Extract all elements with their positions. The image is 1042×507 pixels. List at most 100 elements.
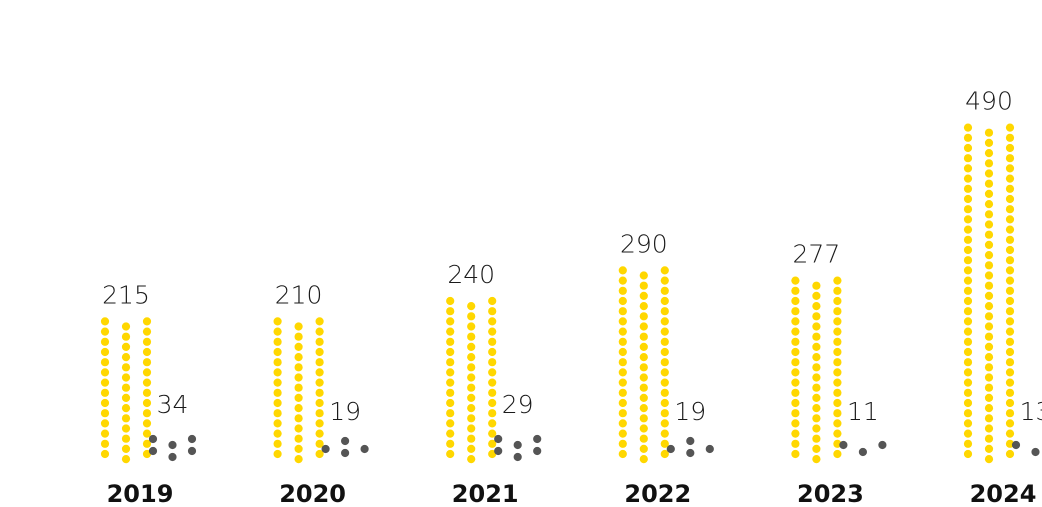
dot-2019-major	[142, 347, 152, 357]
dot-2021-major	[446, 419, 455, 428]
dot-2024-major	[1005, 286, 1015, 295]
dot-2022-major	[639, 302, 648, 311]
dot-2020-major	[273, 429, 282, 438]
dot-2024-major	[1005, 317, 1015, 326]
dot-2020-major	[315, 378, 324, 387]
dot-2022-major	[639, 353, 648, 362]
dot-2022-major	[639, 322, 648, 331]
dot-2024-major	[963, 154, 973, 163]
dot-2019-major	[100, 398, 110, 408]
dot-2020-major	[315, 409, 324, 418]
dot-2022-major	[660, 266, 669, 275]
dot-2023-major	[791, 358, 800, 367]
dot-2019-major	[100, 337, 110, 346]
dot-2021-major	[467, 393, 476, 402]
dot-2021-major	[446, 327, 455, 336]
x-tick-label-2020: 2020	[279, 480, 346, 507]
dot-2024-major	[963, 347, 973, 357]
dot-2023-major	[791, 327, 800, 336]
dot-2023-major	[812, 434, 821, 443]
value-label-2019-major: 215	[102, 280, 150, 309]
dot-2022-major	[660, 307, 669, 316]
dot-2021-major	[488, 307, 497, 316]
dot-2024-major	[963, 123, 973, 132]
dot-2023-major	[833, 317, 842, 326]
dot-2020-major	[273, 358, 282, 367]
dot-2024-major	[1005, 449, 1015, 459]
dot-2021-major	[467, 353, 476, 362]
dot-2021-major	[467, 434, 476, 443]
dot-2024-major	[1005, 235, 1015, 244]
dot-2022-major	[639, 383, 648, 392]
dot-2023-major	[791, 276, 800, 285]
dot-2024-major	[984, 179, 994, 188]
dot-2020-major	[294, 322, 303, 331]
dot-2022-minor	[686, 436, 695, 446]
dot-2024-major	[1005, 205, 1015, 214]
dot-2020-major	[315, 429, 324, 438]
dot-2021-major	[446, 378, 455, 387]
dot-2021-major	[467, 322, 476, 331]
dot-2024-major	[963, 266, 973, 275]
dot-2024-major	[984, 373, 994, 382]
dot-2023-major	[812, 444, 821, 453]
dot-2022-major	[618, 449, 627, 459]
dot-2023-major	[791, 378, 800, 387]
dot-2024-major	[984, 159, 994, 168]
x-tick-label-2019: 2019	[107, 480, 174, 507]
dot-2019-major	[121, 444, 131, 453]
dot-2019-major	[121, 404, 131, 413]
dot-2022-major	[618, 286, 627, 295]
dot-2023-major	[812, 302, 821, 311]
dot-2023-major	[833, 286, 842, 295]
dot-2024-major	[1005, 164, 1015, 173]
dot-2019-major	[100, 378, 110, 387]
dot-2022-major	[660, 439, 669, 448]
dot-2021-major	[467, 414, 476, 423]
dot-2022-major	[618, 317, 627, 326]
dot-2021-major	[467, 404, 476, 413]
dot-2024-major	[1005, 133, 1015, 142]
dot-2024-major	[963, 225, 973, 234]
dot-2019-major	[100, 449, 110, 459]
dot-2020-minor	[360, 444, 369, 454]
dot-2020-major	[273, 419, 282, 428]
dot-2019-major	[121, 414, 131, 423]
dot-2024-major	[1005, 337, 1015, 346]
dot-2024-major	[963, 184, 973, 193]
dot-2022-minor	[686, 448, 695, 458]
dot-2022-major	[639, 271, 648, 280]
dot-2021-major	[488, 358, 497, 367]
dot-2024-major	[1005, 123, 1015, 132]
dot-2024-major	[963, 378, 973, 387]
dot-2024-major	[984, 200, 994, 209]
dot-2020-major	[273, 337, 282, 346]
dot-2023-major	[833, 358, 842, 367]
dot-2023-major	[833, 449, 842, 459]
dot-2023-major	[812, 353, 821, 362]
value-label-2024-major: 490	[965, 87, 1013, 116]
dot-2021-major	[446, 449, 455, 459]
dot-2022-major	[660, 388, 669, 397]
dot-2022-major	[639, 342, 648, 351]
dot-2023-major	[833, 398, 842, 408]
dot-2022-major	[618, 358, 627, 367]
dot-2022-major	[639, 414, 648, 423]
dot-2019-major	[121, 455, 131, 464]
dot-2022-major	[618, 347, 627, 357]
x-tick-label-2024: 2024	[970, 480, 1037, 507]
dot-2021-major	[446, 307, 455, 316]
dot-2023-major	[833, 327, 842, 336]
dot-2020-major	[315, 317, 324, 326]
dot-2023-major	[791, 307, 800, 316]
dot-2023-major	[812, 291, 821, 300]
dot-2020-major	[294, 414, 303, 423]
dot-2024-major	[984, 302, 994, 311]
dot-2024-major	[1005, 174, 1015, 183]
dot-2022-major	[639, 455, 648, 464]
dot-2019-minor	[148, 434, 158, 444]
dot-2020-major	[273, 368, 282, 377]
dot-2024-major	[1005, 327, 1015, 336]
dot-2019-major	[121, 342, 131, 351]
dot-2023-major	[833, 419, 842, 428]
